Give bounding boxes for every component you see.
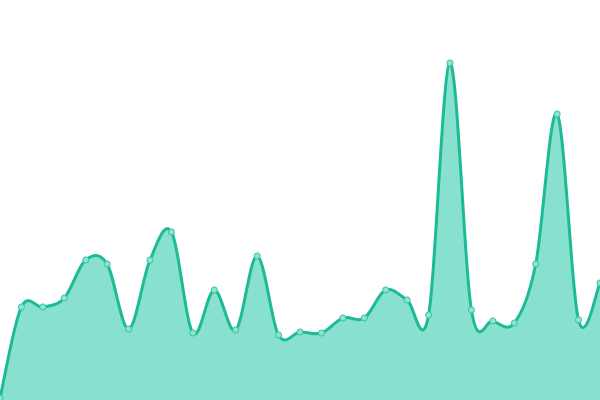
area-fill: [0, 62, 600, 400]
data-point: [489, 317, 497, 325]
data-point: [275, 331, 283, 339]
data-point: [360, 314, 368, 322]
data-point: [532, 260, 540, 268]
data-point: [425, 311, 433, 319]
data-point: [467, 306, 475, 314]
data-point: [382, 286, 390, 294]
data-point: [0, 394, 4, 400]
data-points: [0, 59, 600, 400]
data-point: [210, 286, 218, 294]
data-point: [339, 314, 347, 322]
data-point: [232, 326, 240, 334]
data-point: [553, 110, 561, 118]
data-point: [82, 256, 90, 264]
data-point: [39, 303, 47, 311]
data-point: [596, 279, 600, 287]
data-point: [317, 329, 325, 337]
data-point: [146, 256, 154, 264]
data-point: [296, 328, 304, 336]
data-point: [17, 303, 25, 311]
data-point: [60, 294, 68, 302]
data-point: [189, 329, 197, 337]
data-point: [403, 296, 411, 304]
data-point: [510, 319, 518, 327]
data-point: [446, 59, 454, 67]
data-point: [167, 228, 175, 236]
data-point: [253, 252, 261, 260]
data-point: [125, 325, 133, 333]
data-point: [103, 260, 111, 268]
data-point: [575, 316, 583, 324]
